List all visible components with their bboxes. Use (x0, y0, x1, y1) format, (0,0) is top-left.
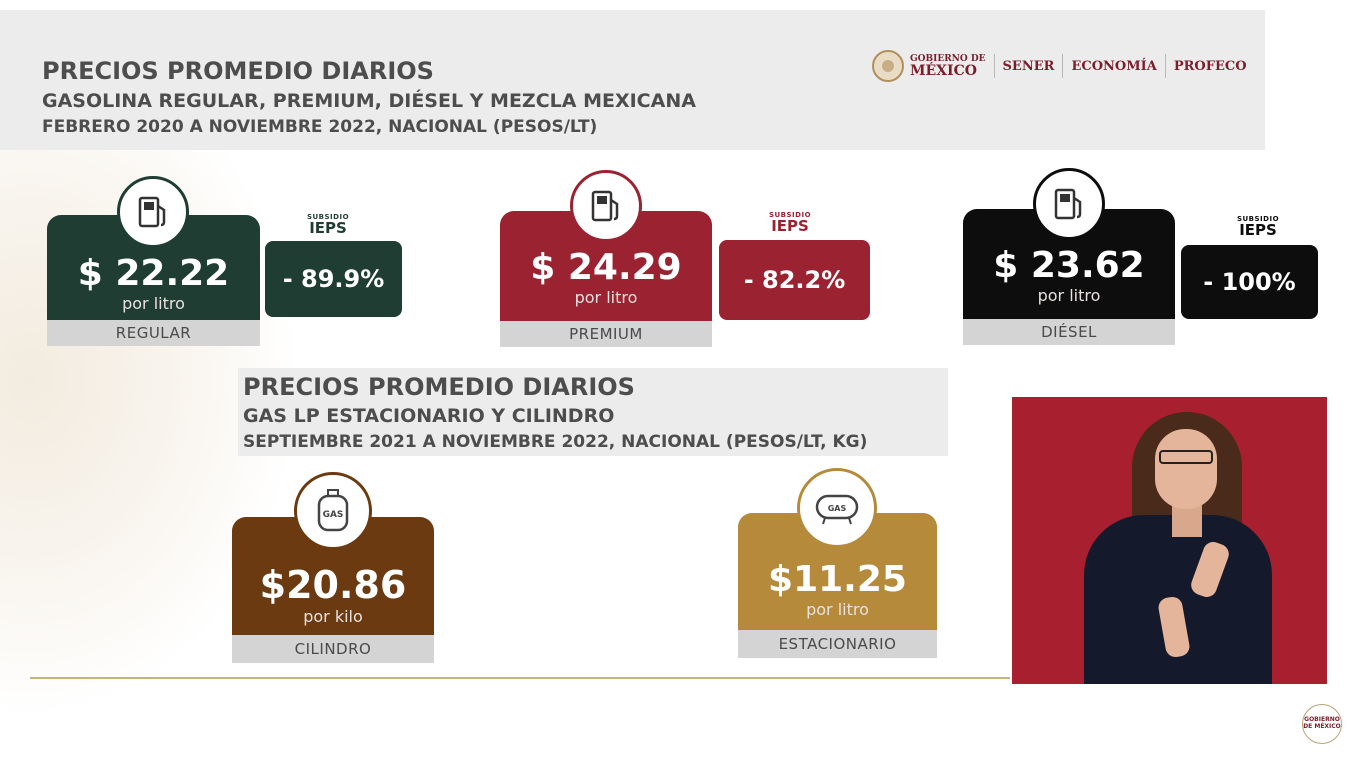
fuel-pump-icon (117, 176, 189, 248)
gold-divider-line (30, 677, 1010, 679)
logo-divider (1062, 54, 1064, 78)
page-title: PRECIOS PROMEDIO DIARIOS (42, 57, 434, 85)
svg-text:GAS: GAS (828, 504, 847, 513)
premium-label: PREMIUM (500, 321, 712, 347)
diesel-ieps-label: SUBSIDIO IEPS (1236, 215, 1280, 239)
estacionario-price: $11.25 (768, 559, 907, 600)
page-subtitle: GASOLINA REGULAR, PREMIUM, DIÉSEL Y MEZC… (42, 90, 696, 112)
gas-section-subtitle: GAS LP ESTACIONARIO Y CILINDRO (243, 405, 615, 427)
diesel-label: DIÉSEL (963, 319, 1175, 345)
government-logos: GOBIERNO DE MÉXICO SENER ECONOMÍA PROFEC… (872, 50, 1247, 82)
regular-price: $ 22.22 (77, 253, 230, 294)
gas-tank-icon: GAS (797, 468, 877, 548)
estacionario-label: ESTACIONARIO (738, 630, 937, 658)
header-band (0, 10, 1265, 150)
gas-section-band (238, 368, 948, 456)
premium-ieps-label: SUBSIDIO IEPS (768, 211, 812, 235)
page-period: FEBRERO 2020 A NOVIEMBRE 2022, NACIONAL … (42, 117, 598, 137)
glasses-icon (1159, 450, 1213, 464)
gobierno-mexico-logo: GOBIERNO DE MÉXICO (910, 53, 986, 79)
fuel-pump-icon (570, 170, 642, 242)
regular-unit: por litro (122, 294, 185, 313)
sener-logo: SENER (1002, 58, 1055, 74)
sign-language-interpreter-video (1012, 397, 1327, 684)
national-seal-icon (872, 50, 904, 82)
premium-subsidy-badge: - 82.2% (719, 240, 870, 320)
regular-label: REGULAR (47, 320, 260, 346)
cilindro-label: CILINDRO (232, 635, 434, 663)
gas-section-period: SEPTIEMBRE 2021 A NOVIEMBRE 2022, NACION… (243, 432, 868, 452)
gobierno-mexico-corner-logo: GOBIERNO DE MÉXICO (1302, 704, 1342, 744)
diesel-subsidy-badge: - 100% (1181, 245, 1318, 319)
cilindro-unit: por kilo (303, 607, 363, 626)
diesel-unit: por litro (1037, 286, 1101, 305)
regular-subsidy-badge: - 89.9% (265, 241, 402, 317)
gas-section-title: PRECIOS PROMEDIO DIARIOS (243, 373, 635, 401)
premium-unit: por litro (574, 288, 638, 307)
svg-text:GAS: GAS (323, 510, 344, 520)
regular-ieps-label: SUBSIDIO IEPS (306, 213, 350, 237)
cilindro-price: $20.86 (259, 563, 407, 607)
estacionario-unit: por litro (806, 600, 869, 619)
fuel-pump-icon (1033, 168, 1105, 240)
diesel-price: $ 23.62 (993, 245, 1145, 286)
regular-price-card: $ 22.22 por litro (47, 215, 260, 320)
gas-cylinder-icon: GAS (294, 472, 372, 550)
logo-divider (1164, 54, 1166, 78)
premium-price: $ 24.29 (530, 247, 682, 288)
profeco-logo: PROFECO (1173, 58, 1247, 74)
economia-logo: ECONOMÍA (1071, 58, 1157, 74)
logo-divider (993, 54, 995, 78)
